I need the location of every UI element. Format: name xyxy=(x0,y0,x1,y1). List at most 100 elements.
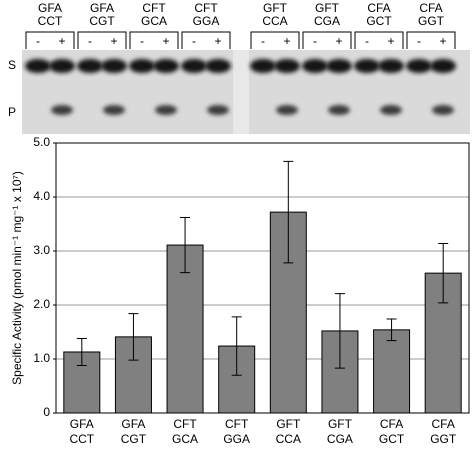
lane-sign: + xyxy=(335,34,342,48)
substrate-band xyxy=(153,59,179,73)
product-band xyxy=(432,105,454,115)
lane-sign: - xyxy=(88,34,92,48)
substrate-band xyxy=(326,59,352,73)
lane-label: GGA xyxy=(193,14,220,28)
lane-sign: + xyxy=(58,34,65,48)
lane-sign: + xyxy=(283,34,290,48)
product-band xyxy=(207,105,229,115)
lane-sign: - xyxy=(36,34,40,48)
lane-sign: + xyxy=(214,34,221,48)
error-bar xyxy=(334,293,345,369)
x-tick-label: GFT xyxy=(276,417,301,431)
lane-label: CFA xyxy=(419,1,442,15)
lane-label: GCA xyxy=(141,14,167,28)
substrate-band xyxy=(406,59,432,73)
x-tick-label: CGT xyxy=(121,432,147,446)
lane-sign: - xyxy=(192,34,196,48)
x-tick-label: GFA xyxy=(70,417,94,431)
lane-bracket xyxy=(129,31,179,49)
lane-label: CFT xyxy=(142,1,166,15)
x-tick-label: GGT xyxy=(430,432,457,446)
substrate-band xyxy=(378,59,404,73)
x-tick-label: GFA xyxy=(121,417,145,431)
product-band xyxy=(103,105,125,115)
lane-sign: + xyxy=(439,34,446,48)
error-bar xyxy=(283,160,294,264)
lane-label: GGT xyxy=(418,14,445,28)
x-tick-label: CCT xyxy=(69,432,94,446)
y-tick-label: 2.0 xyxy=(33,297,50,311)
lane-label: CFT xyxy=(194,1,218,15)
lane-sign: + xyxy=(387,34,394,48)
lane-sign: + xyxy=(162,34,169,48)
lane-bracket xyxy=(406,31,456,49)
error-bar xyxy=(438,242,449,304)
lane-label: GFA xyxy=(90,1,114,15)
lane-sign: - xyxy=(140,34,144,48)
product-band xyxy=(380,105,402,115)
x-tick-label: GCT xyxy=(379,432,405,446)
x-tick-label: CFA xyxy=(380,417,403,431)
substrate-band xyxy=(205,59,231,73)
lane-bracket xyxy=(77,31,127,49)
lane-label: CFA xyxy=(367,1,390,15)
substrate-band xyxy=(274,59,300,73)
error-bar xyxy=(231,316,242,376)
lane-label: GCT xyxy=(366,14,392,28)
plot-frame xyxy=(55,142,470,414)
row-label: S xyxy=(8,58,16,72)
lane-sign: - xyxy=(365,34,369,48)
error-bar xyxy=(386,318,397,342)
row-label: P xyxy=(8,105,16,119)
y-tick-label: 4.0 xyxy=(33,189,50,203)
lane-sign: - xyxy=(417,34,421,48)
x-tick-label: GFT xyxy=(328,417,353,431)
substrate-band xyxy=(250,59,276,73)
y-tick-label: 5.0 xyxy=(33,135,50,149)
lane-label: CCT xyxy=(38,14,63,28)
lane-bracket xyxy=(250,31,300,49)
x-tick-label: CGA xyxy=(327,432,353,446)
error-bar xyxy=(180,217,191,274)
lane-bracket xyxy=(25,31,75,49)
lane-sign: + xyxy=(110,34,117,48)
x-tick-label: CCA xyxy=(276,432,301,446)
substrate-band xyxy=(181,59,207,73)
y-axis-label: Specific Activity (pmol min⁻¹ mg⁻¹ x 10⁷… xyxy=(10,171,24,385)
x-tick-label: GGA xyxy=(223,432,250,446)
substrate-band xyxy=(354,59,380,73)
y-tick-label: 3.0 xyxy=(33,243,50,257)
y-tick-label: 0 xyxy=(43,405,50,419)
substrate-band xyxy=(49,59,75,73)
product-band xyxy=(276,105,298,115)
x-tick-label: CFA xyxy=(432,417,455,431)
gel-gap xyxy=(233,50,249,134)
error-bar xyxy=(128,313,139,361)
x-tick-label: GCA xyxy=(172,432,198,446)
bar xyxy=(373,329,411,414)
lane-bracket xyxy=(181,31,231,49)
substrate-band xyxy=(129,59,155,73)
substrate-band xyxy=(25,59,51,73)
substrate-band xyxy=(101,59,127,73)
product-band xyxy=(328,105,350,115)
lane-label: GFT xyxy=(315,1,340,15)
substrate-band xyxy=(302,59,328,73)
product-band xyxy=(51,105,73,115)
lane-bracket xyxy=(354,31,404,49)
lane-label: GFT xyxy=(263,1,288,15)
lane-label: CCA xyxy=(262,14,287,28)
lane-sign: - xyxy=(313,34,317,48)
x-tick-label: CFT xyxy=(173,417,197,431)
error-bar xyxy=(76,337,87,366)
lane-label: GFA xyxy=(38,1,62,15)
lane-bracket xyxy=(302,31,352,49)
lane-sign: - xyxy=(261,34,265,48)
lane-label: CGT xyxy=(89,14,115,28)
substrate-band xyxy=(430,59,456,73)
x-tick-label: CFT xyxy=(225,417,249,431)
lane-label: CGA xyxy=(314,14,340,28)
product-band xyxy=(155,105,177,115)
substrate-band xyxy=(77,59,103,73)
